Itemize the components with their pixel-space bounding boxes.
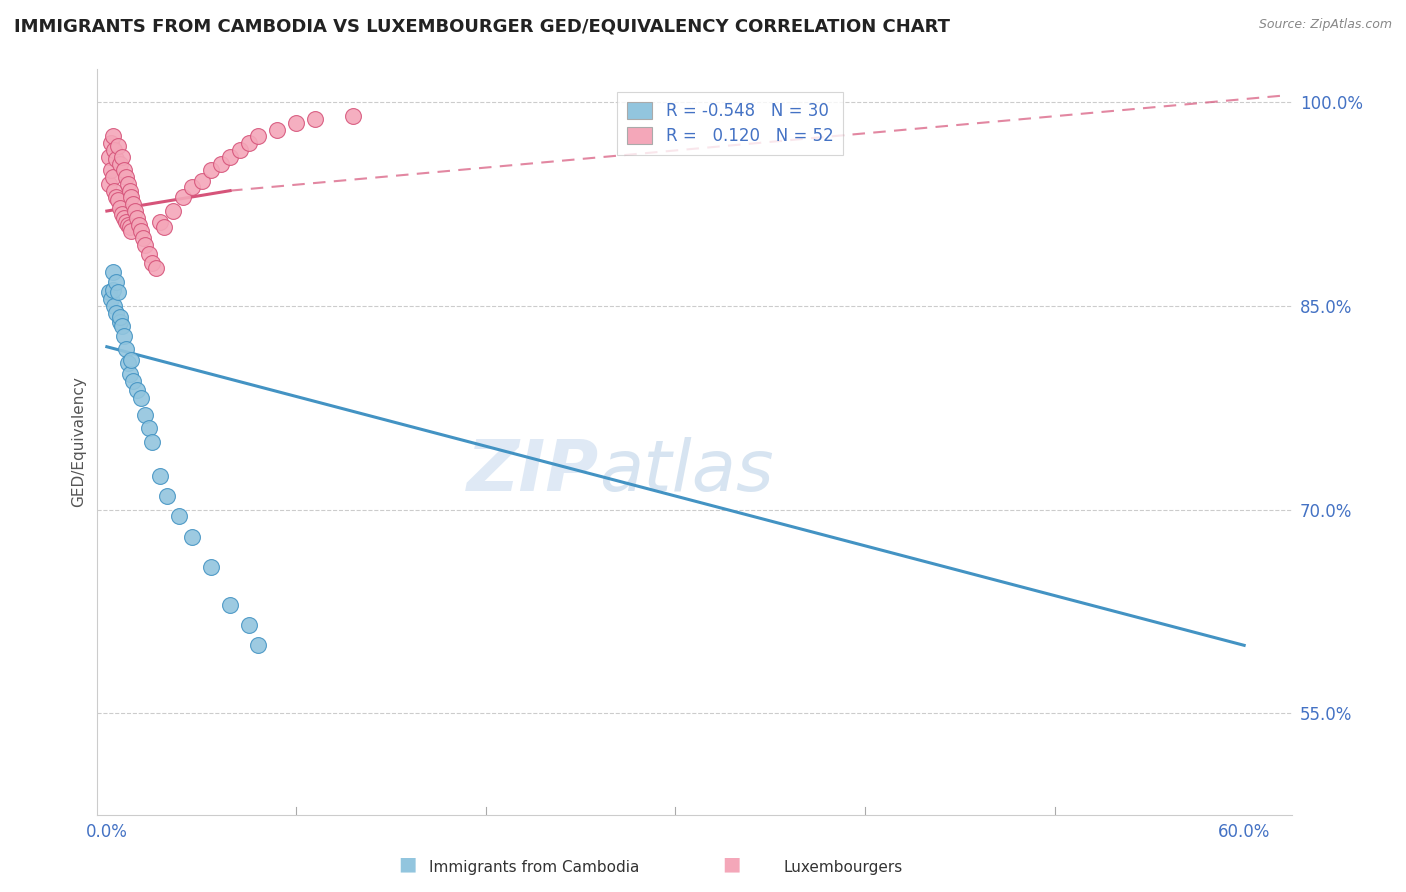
Point (112, 163, 135, 178)
Point (342, 109, 364, 123)
Point (181, 179, 204, 194)
Point (111, 319, 134, 334)
Point (190, 174, 212, 188)
Point (112, 329, 135, 343)
Point (122, 197, 145, 211)
Point (141, 255, 163, 269)
Point (238, 136, 260, 151)
Point (141, 434, 163, 449)
Point (114, 170, 136, 185)
Y-axis label: GED/Equivalency: GED/Equivalency (72, 376, 86, 508)
Point (145, 260, 167, 275)
Point (128, 218, 150, 232)
Text: ■: ■ (398, 855, 418, 873)
Point (101, 265, 124, 279)
Point (107, 193, 129, 207)
Point (122, 374, 145, 388)
Point (105, 306, 128, 320)
Point (118, 220, 141, 235)
Legend: R = -0.548   N = 30, R =   0.120   N = 52: R = -0.548 N = 30, R = 0.120 N = 52 (617, 92, 844, 155)
Point (247, 638, 270, 652)
Point (100, 292, 122, 306)
Point (101, 129, 124, 144)
Point (117, 218, 139, 232)
Point (129, 224, 152, 238)
Point (129, 392, 152, 406)
Point (209, 156, 232, 170)
Text: Source: ZipAtlas.com: Source: ZipAtlas.com (1258, 18, 1392, 31)
Point (138, 247, 160, 261)
Text: ■: ■ (721, 855, 741, 873)
Point (114, 343, 136, 357)
Point (124, 204, 146, 219)
Point (247, 129, 270, 144)
Point (181, 530, 204, 544)
Point (105, 190, 128, 204)
Point (121, 353, 143, 368)
Point (156, 489, 179, 503)
Point (138, 421, 160, 435)
Point (100, 163, 122, 178)
Point (219, 150, 242, 164)
Point (118, 367, 141, 381)
Point (97, 177, 120, 191)
Text: IMMIGRANTS FROM CAMBODIA VS LUXEMBOURGER GED/EQUIVALENCY CORRELATION CHART: IMMIGRANTS FROM CAMBODIA VS LUXEMBOURGER… (14, 18, 950, 36)
Point (238, 618, 260, 632)
Point (108, 202, 131, 216)
Point (101, 170, 124, 185)
Text: Luxembourgers: Luxembourgers (785, 861, 903, 875)
Point (127, 383, 149, 397)
Point (117, 356, 139, 370)
Point (304, 112, 326, 126)
Point (228, 143, 250, 157)
Point (103, 299, 125, 313)
Point (100, 136, 122, 151)
Point (266, 122, 288, 136)
Point (152, 220, 174, 235)
Point (134, 238, 156, 252)
Point (112, 211, 135, 225)
Text: ZIP: ZIP (467, 437, 599, 506)
Point (132, 231, 155, 245)
Point (105, 153, 128, 167)
Point (172, 190, 194, 204)
Text: atlas: atlas (599, 437, 773, 506)
Point (118, 184, 141, 198)
Point (108, 310, 131, 324)
Point (285, 116, 308, 130)
Point (101, 283, 124, 297)
Point (121, 190, 143, 204)
Point (103, 143, 125, 157)
Point (111, 150, 134, 164)
Point (219, 598, 242, 612)
Point (114, 215, 136, 229)
Point (111, 207, 134, 221)
Point (117, 177, 139, 191)
Point (97, 150, 120, 164)
Point (127, 211, 149, 225)
Point (149, 468, 172, 483)
Point (200, 559, 222, 574)
Point (107, 285, 129, 300)
Point (162, 204, 184, 219)
Point (103, 184, 125, 198)
Point (107, 139, 129, 153)
Point (149, 215, 172, 229)
Point (121, 224, 143, 238)
Point (108, 315, 131, 329)
Text: Immigrants from Cambodia: Immigrants from Cambodia (429, 861, 640, 875)
Point (108, 156, 131, 170)
Point (97, 285, 120, 300)
Point (105, 275, 128, 289)
Point (167, 509, 190, 524)
Point (134, 408, 156, 422)
Point (200, 163, 222, 178)
